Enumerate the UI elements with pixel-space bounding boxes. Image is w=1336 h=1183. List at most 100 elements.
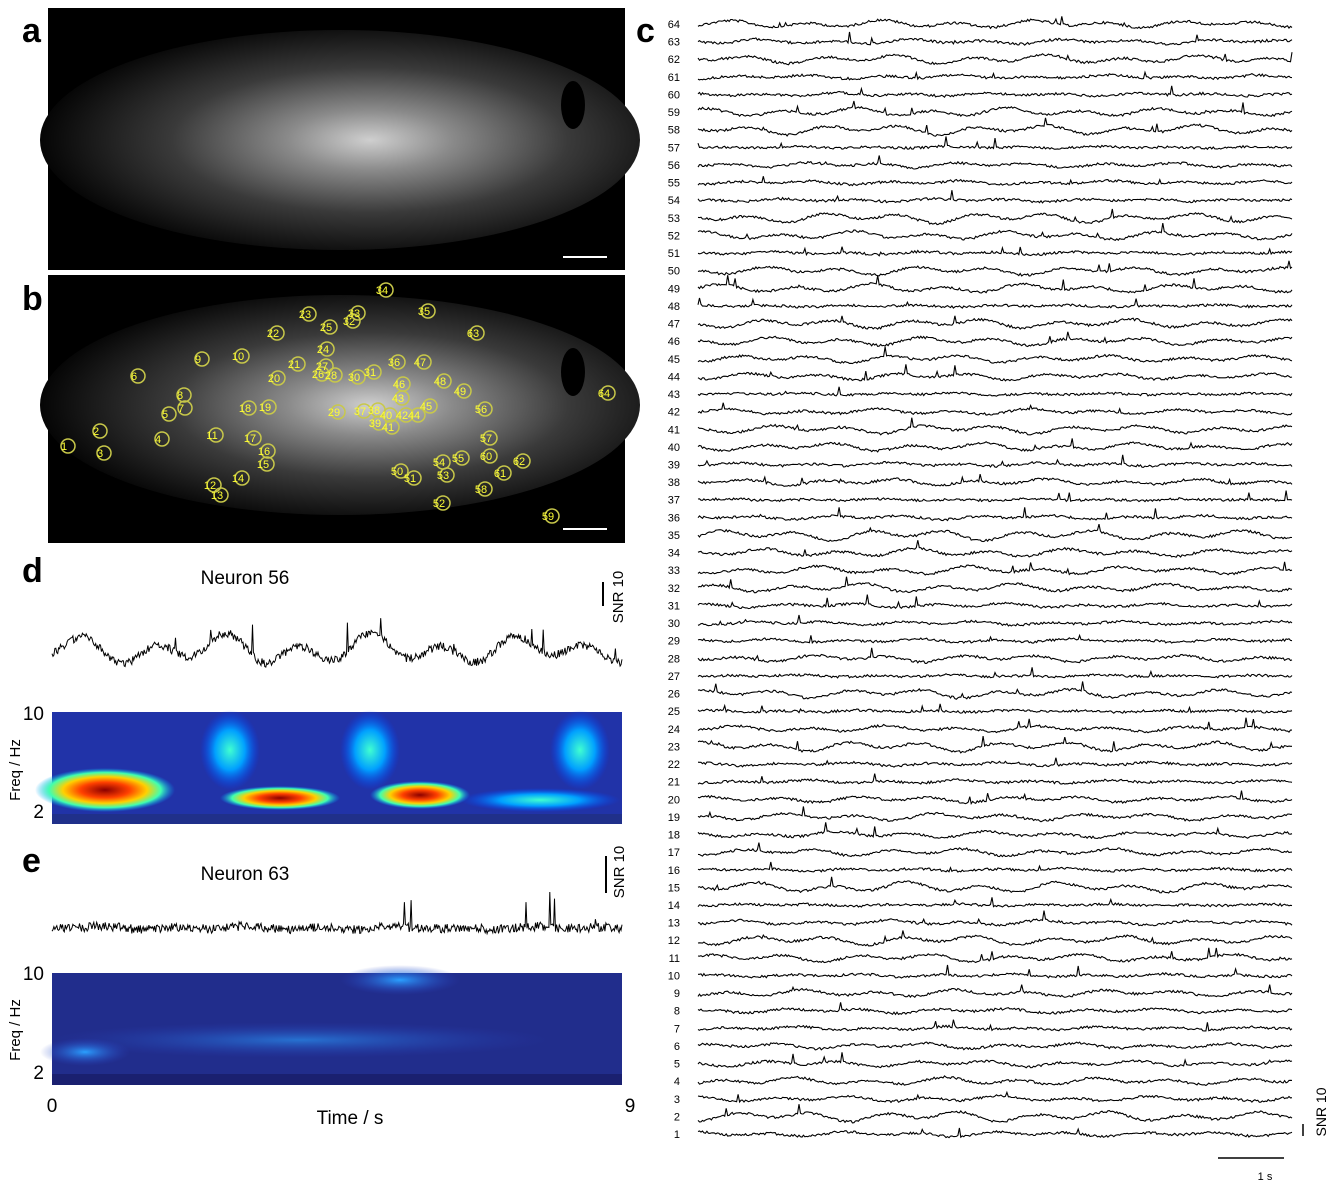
trace: [697, 667, 1293, 679]
roi-outline: [246, 430, 262, 446]
roi-label: 46: [393, 379, 405, 391]
trace: [697, 315, 1293, 330]
roi-outline: [330, 404, 346, 420]
trace-label: 60: [668, 89, 680, 101]
roi-outline: [384, 419, 400, 435]
trace-label: 14: [668, 900, 680, 912]
trace-label: 64: [668, 19, 680, 31]
roi-outline: [96, 445, 112, 461]
roi-label: 21: [288, 359, 300, 371]
roi-outline: [435, 454, 451, 470]
roi-outline: [208, 427, 224, 443]
trace-label: 31: [668, 600, 680, 612]
trace: [697, 523, 1293, 543]
roi-outline: [378, 282, 394, 298]
trace: [697, 346, 1293, 365]
roi-label: 20: [268, 373, 280, 385]
trace: [697, 561, 1293, 576]
trace: [697, 1090, 1293, 1104]
trace: [697, 136, 1293, 151]
roi-outline: [260, 443, 276, 459]
trace-label: 10: [668, 970, 680, 982]
snr-scale-label: SNR 10: [611, 846, 628, 899]
panel-letter: e: [22, 842, 41, 880]
trace: [697, 364, 1293, 382]
roi-outline: [395, 376, 411, 392]
trace-label: 42: [668, 407, 680, 419]
trace: [697, 260, 1293, 277]
vessel: [561, 348, 585, 396]
trace: [697, 633, 1293, 645]
roi-outline: [213, 487, 229, 503]
roi-label: 6: [131, 371, 137, 383]
roi-label: 56: [475, 404, 487, 416]
trace-label: 29: [668, 636, 680, 648]
roi-label: 54: [433, 457, 445, 469]
trace-label: 18: [668, 830, 680, 842]
trace-label: 6: [674, 1041, 680, 1053]
y-axis-label: Freq / Hz: [7, 739, 24, 801]
trace: [697, 681, 1293, 700]
snr-scale-label: SNR 10: [610, 571, 627, 624]
x-axis-label: Time / s: [317, 1108, 384, 1129]
roi-outline: [319, 341, 335, 357]
trace: [697, 984, 1293, 998]
trace-label: 41: [668, 424, 680, 436]
trace-label: 59: [668, 107, 680, 119]
roi-outline: [366, 364, 382, 380]
roi-label: 30: [348, 372, 360, 384]
trace: [697, 16, 1293, 30]
trace-label: 19: [668, 812, 680, 824]
trace: [697, 297, 1293, 309]
roi-label: 52: [433, 498, 445, 510]
y-tick-label: 10: [23, 704, 44, 725]
trace-label: 24: [668, 724, 680, 736]
roi-outline: [393, 463, 409, 479]
roi-label: 29: [328, 407, 340, 419]
roi-label: 39: [369, 418, 381, 430]
roi-label: 40: [380, 410, 392, 422]
roi-label: 58: [475, 484, 487, 496]
roi-outline: [92, 423, 108, 439]
roi-outline: [482, 448, 498, 464]
roi-label: 64: [598, 388, 610, 400]
trace: [697, 155, 1293, 170]
roi-label: 10: [232, 351, 244, 363]
roi-outline: [322, 319, 338, 335]
roi-outline: [177, 400, 193, 416]
roi-outline: [410, 407, 426, 423]
roi-label: 24: [317, 344, 329, 356]
trace: [697, 594, 1293, 610]
roi-outline: [234, 348, 250, 364]
trace: [697, 790, 1293, 805]
roi-outline: [406, 470, 422, 486]
roi-outline: [327, 367, 343, 383]
roi-label: 45: [420, 401, 432, 413]
roi-label: 23: [299, 309, 311, 321]
trace: [697, 454, 1293, 468]
trace: [697, 190, 1293, 204]
spectrogram-peak: [370, 781, 470, 809]
y-axis-label: Freq / Hz: [7, 999, 24, 1061]
roi-outline: [482, 430, 498, 446]
roi-label: 16: [258, 446, 270, 458]
trace-label: 37: [668, 495, 680, 507]
trace-label: 16: [668, 865, 680, 877]
roi-outline: [477, 401, 493, 417]
roi-outline: [456, 383, 472, 399]
x-tick-label: 0: [47, 1096, 58, 1117]
trace-label: 55: [668, 178, 680, 190]
trace: [697, 208, 1293, 226]
spectrogram-peak: [340, 965, 460, 995]
roi-label: 26: [312, 369, 324, 381]
trace-label: 21: [668, 777, 680, 789]
trace: [697, 614, 1293, 627]
roi-outline: [270, 370, 286, 386]
trace: [697, 245, 1293, 257]
trace: [697, 842, 1293, 858]
trace-label: 23: [668, 741, 680, 753]
roi-outline: [454, 450, 470, 466]
roi-outline: [259, 456, 275, 472]
roi-label: 63: [467, 328, 479, 340]
roi-outline: [477, 481, 493, 497]
